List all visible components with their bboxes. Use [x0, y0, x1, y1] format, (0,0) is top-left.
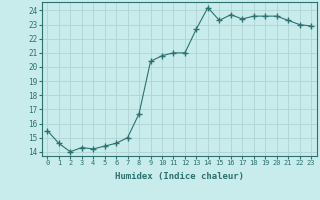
X-axis label: Humidex (Indice chaleur): Humidex (Indice chaleur) — [115, 172, 244, 181]
